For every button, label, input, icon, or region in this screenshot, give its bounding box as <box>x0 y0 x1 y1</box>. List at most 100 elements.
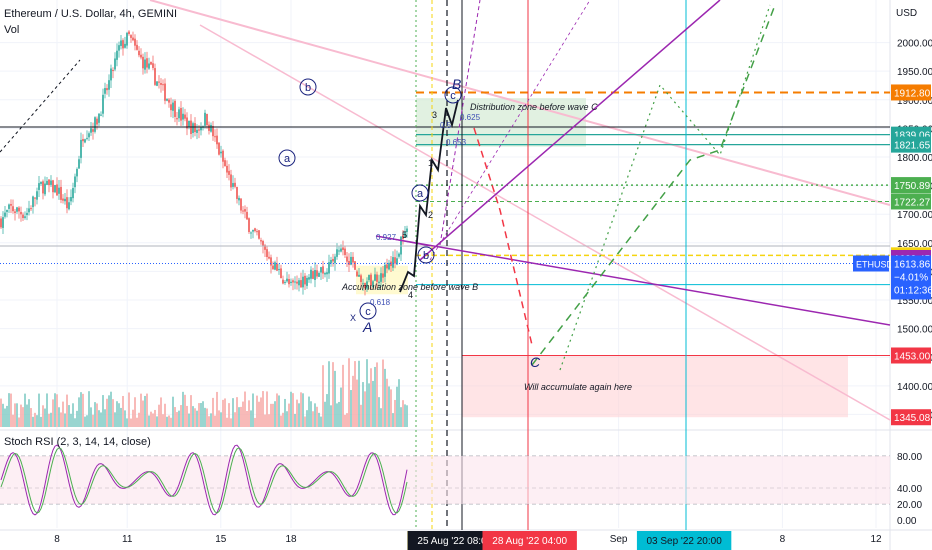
volume-bar <box>324 401 326 427</box>
candle-body <box>88 133 90 138</box>
candle-body <box>212 125 214 137</box>
candle-body <box>60 186 62 200</box>
candle-body <box>18 207 20 212</box>
price-label-1912.80[interactable] <box>891 84 931 101</box>
candle-body <box>364 282 366 289</box>
candle-body <box>274 262 276 270</box>
candle-body <box>152 63 154 68</box>
volume-bar <box>392 413 394 427</box>
time-highlight[interactable] <box>636 531 732 550</box>
volume-label: Vol <box>4 24 20 36</box>
candle-body <box>188 120 190 128</box>
time-highlight-text: 03 Sep '22 20:00 <box>646 536 722 547</box>
volume-bar <box>218 410 220 427</box>
volume-bar <box>24 393 26 427</box>
volume-bar <box>394 399 396 427</box>
volume-bar <box>398 379 400 427</box>
time-tick-label: 12 <box>870 534 882 545</box>
volume-bar <box>98 410 100 427</box>
candle-body <box>260 240 262 242</box>
price-label-text: 1750.89 <box>894 181 931 192</box>
volume-bar <box>234 412 236 427</box>
volume-bar <box>402 400 404 427</box>
volume-bar <box>46 393 48 427</box>
volume-bar <box>80 392 82 427</box>
candle-body <box>16 207 18 212</box>
chart-title: Ethereum / U.S. Dollar, 4h, GEMINI <box>4 8 178 20</box>
price-label-text: 1722.27 <box>894 197 931 208</box>
purple-short <box>375 235 431 247</box>
drawings-layer[interactable] <box>0 0 891 530</box>
volume-bar <box>350 390 352 427</box>
volume-bar <box>146 393 148 427</box>
price-label-1750.89[interactable] <box>891 177 931 194</box>
purple-trend-down <box>375 235 891 326</box>
volume-bar <box>346 413 348 427</box>
volume-bar <box>390 389 392 427</box>
candle-body <box>184 114 186 119</box>
candle-body <box>248 218 250 232</box>
volume-bar <box>18 417 20 427</box>
volume-bar <box>86 415 88 427</box>
price-tick-label: 1700.00 <box>897 210 932 221</box>
volume-bar <box>318 412 320 427</box>
volume-bar <box>274 401 276 427</box>
volume-bar <box>160 397 162 427</box>
candle-body <box>280 268 282 279</box>
candle-body <box>284 281 286 283</box>
volume-bar <box>304 416 306 427</box>
volume-bar <box>312 411 314 427</box>
candle-body <box>382 273 384 278</box>
green-projection-dotted <box>559 4 771 371</box>
volume-bar <box>362 382 364 427</box>
volume-bar <box>138 412 140 427</box>
volume-bar <box>212 397 214 427</box>
volume-bar <box>70 413 72 427</box>
time-highlight[interactable] <box>407 531 502 550</box>
candle-body <box>244 209 246 212</box>
volume-bar <box>342 364 344 427</box>
volume-bar <box>164 403 166 427</box>
volume-bar <box>182 391 184 427</box>
volume-bar <box>384 368 386 427</box>
candles-layer[interactable] <box>0 30 408 296</box>
volume-bar <box>246 410 248 427</box>
candle-body <box>238 197 240 201</box>
volume-bar <box>126 418 128 427</box>
candle-body <box>396 258 398 265</box>
candle-body <box>102 94 104 114</box>
volume-bar <box>338 401 340 427</box>
candle-body <box>36 191 38 200</box>
volume-bar <box>118 403 120 427</box>
stoch-band <box>0 456 890 504</box>
candle-body <box>386 264 388 269</box>
price-axis[interactable]: 2000.001950.001900.001850.001800.001750.… <box>853 39 932 527</box>
candle-body <box>220 151 222 154</box>
price-label-1453.00[interactable] <box>891 347 931 364</box>
price-label-1722.27[interactable] <box>891 193 931 210</box>
annotations-layer: Distribution zone before wave C Accumulat… <box>278 8 917 392</box>
candle-body <box>286 278 288 282</box>
stoch-k-line <box>0 444 408 516</box>
candle-body <box>368 274 370 281</box>
time-highlight[interactable] <box>482 531 577 550</box>
candle-body <box>128 31 130 34</box>
time-axis[interactable]: 8111518Sep8122324 Aug '2225 Aug '22 08:0… <box>54 531 882 550</box>
price-label-text: 1821.65 <box>894 141 931 152</box>
candle-body <box>22 214 24 219</box>
candle-body <box>230 174 232 188</box>
price-tick-label: 1400.00 <box>897 382 932 393</box>
candle-body <box>388 262 390 270</box>
candle-body <box>104 88 106 94</box>
candle-body <box>328 262 330 274</box>
price-label-1345.08[interactable] <box>891 409 931 426</box>
candle-body <box>38 183 40 190</box>
volume-bar <box>368 383 370 427</box>
volume-bar <box>72 403 74 427</box>
candle-body <box>358 274 360 277</box>
volume-bar <box>370 368 372 427</box>
candle-body <box>314 270 316 280</box>
price-label-1821.65[interactable] <box>891 136 931 153</box>
volume-bar <box>276 393 278 427</box>
